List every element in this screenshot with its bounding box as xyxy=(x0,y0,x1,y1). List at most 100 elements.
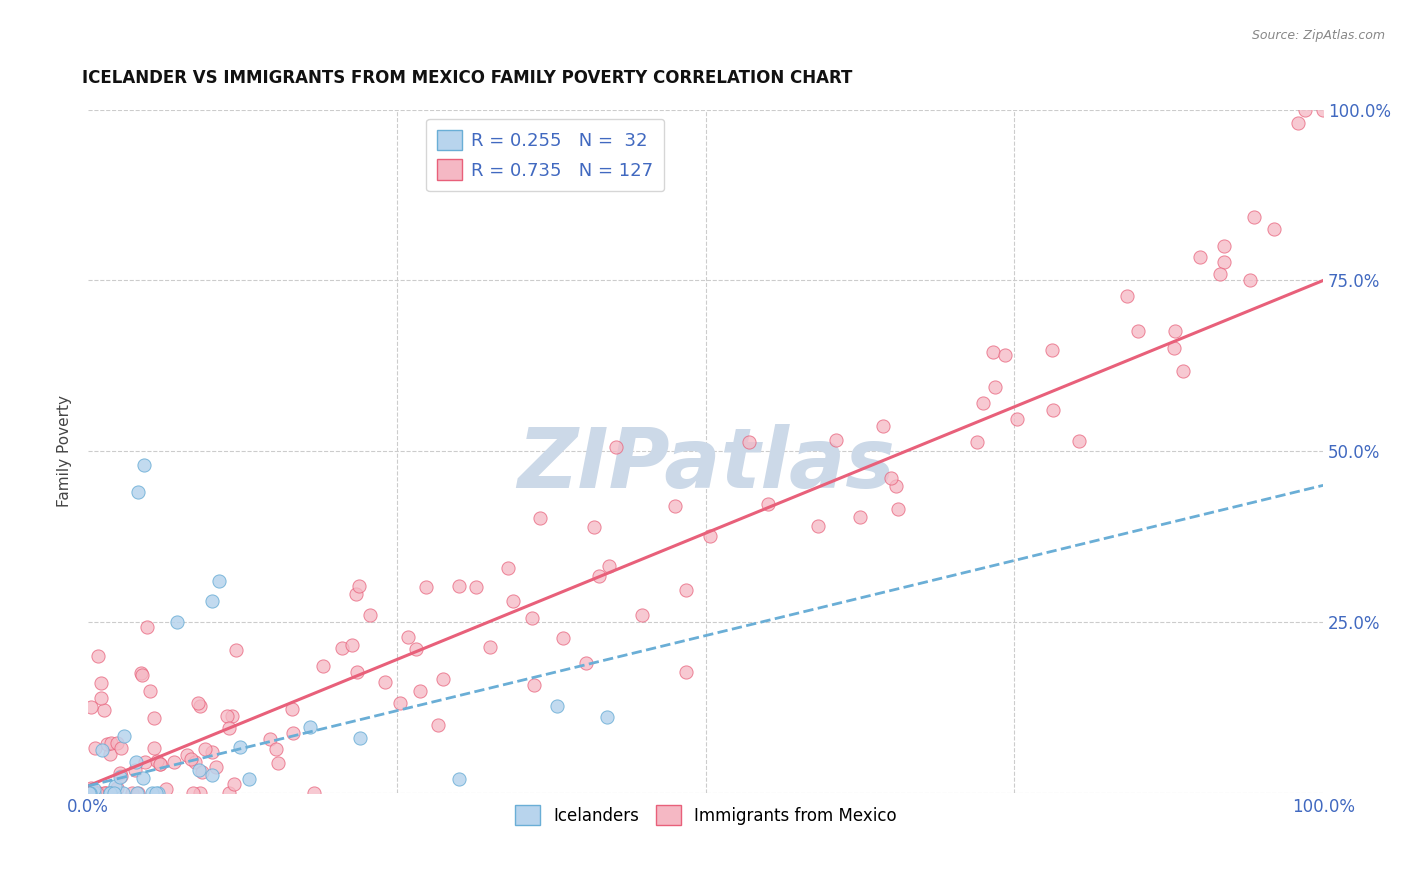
Point xyxy=(121,786,143,800)
Point xyxy=(142,741,165,756)
Point xyxy=(105,736,128,750)
Point xyxy=(191,764,214,779)
Point xyxy=(879,471,901,485)
Point xyxy=(100,786,122,800)
Legend: Icelanders, Immigrants from Mexico: Icelanders, Immigrants from Mexico xyxy=(508,798,903,832)
Point xyxy=(699,529,721,543)
Point xyxy=(176,747,198,762)
Point xyxy=(218,786,240,800)
Point xyxy=(125,786,148,800)
Point xyxy=(201,768,224,782)
Point xyxy=(103,786,125,800)
Point xyxy=(994,348,1017,362)
Point xyxy=(110,740,132,755)
Point xyxy=(201,594,224,608)
Point xyxy=(972,396,994,410)
Point xyxy=(529,511,551,525)
Point xyxy=(1005,411,1028,425)
Point xyxy=(299,720,322,734)
Point xyxy=(181,786,204,800)
Point xyxy=(1212,255,1234,269)
Point xyxy=(98,786,121,800)
Text: ICELANDER VS IMMIGRANTS FROM MEXICO FAMILY POVERTY CORRELATION CHART: ICELANDER VS IMMIGRANTS FROM MEXICO FAMI… xyxy=(82,69,852,87)
Point xyxy=(848,509,870,524)
Point xyxy=(675,582,697,597)
Point xyxy=(1243,210,1265,224)
Point xyxy=(344,587,367,601)
Point xyxy=(93,786,115,800)
Point xyxy=(221,709,243,723)
Point xyxy=(389,696,412,710)
Point xyxy=(129,666,152,681)
Point xyxy=(347,579,370,593)
Point xyxy=(884,479,907,493)
Point xyxy=(1126,324,1149,338)
Point xyxy=(127,786,149,800)
Point xyxy=(149,756,172,771)
Point xyxy=(215,709,238,723)
Point xyxy=(146,754,169,768)
Point xyxy=(87,648,110,663)
Point xyxy=(1069,434,1091,448)
Point xyxy=(983,380,1005,394)
Point xyxy=(94,786,117,800)
Point xyxy=(1164,324,1187,338)
Point xyxy=(141,786,163,800)
Point xyxy=(374,675,396,690)
Point xyxy=(479,640,502,654)
Point xyxy=(447,772,470,787)
Point xyxy=(259,732,281,747)
Point xyxy=(80,786,103,800)
Point xyxy=(188,698,211,713)
Point xyxy=(465,581,488,595)
Point xyxy=(105,781,128,796)
Point xyxy=(605,440,627,454)
Point xyxy=(79,781,101,796)
Point xyxy=(218,721,240,735)
Point xyxy=(90,690,112,705)
Point xyxy=(312,658,335,673)
Point xyxy=(502,594,524,608)
Point xyxy=(108,766,131,780)
Point xyxy=(1286,116,1309,130)
Point xyxy=(207,574,229,588)
Point xyxy=(86,786,108,800)
Point xyxy=(302,786,325,800)
Point xyxy=(112,729,135,743)
Point xyxy=(238,772,260,786)
Point xyxy=(146,786,169,800)
Point xyxy=(187,696,209,710)
Point xyxy=(132,458,155,472)
Point xyxy=(283,726,305,740)
Point xyxy=(447,579,470,593)
Point xyxy=(432,672,454,686)
Point xyxy=(112,786,135,800)
Point xyxy=(886,502,908,516)
Point xyxy=(104,780,127,794)
Point xyxy=(80,699,103,714)
Point xyxy=(1239,273,1261,287)
Point xyxy=(983,345,1005,359)
Point xyxy=(93,703,115,717)
Point xyxy=(596,710,619,724)
Point xyxy=(523,678,546,692)
Point xyxy=(84,786,107,800)
Point xyxy=(100,747,122,762)
Point xyxy=(1042,403,1064,417)
Point xyxy=(588,568,610,582)
Point xyxy=(1116,288,1139,302)
Point xyxy=(1040,343,1063,358)
Point xyxy=(131,668,153,682)
Point xyxy=(124,763,146,777)
Point xyxy=(824,433,846,447)
Point xyxy=(966,435,988,450)
Point xyxy=(349,731,371,746)
Point xyxy=(409,684,432,698)
Point xyxy=(139,684,162,698)
Y-axis label: Family Poverty: Family Poverty xyxy=(58,395,72,508)
Point xyxy=(125,755,148,769)
Point xyxy=(426,718,449,732)
Point xyxy=(229,740,252,755)
Point xyxy=(91,743,114,757)
Point xyxy=(396,630,419,644)
